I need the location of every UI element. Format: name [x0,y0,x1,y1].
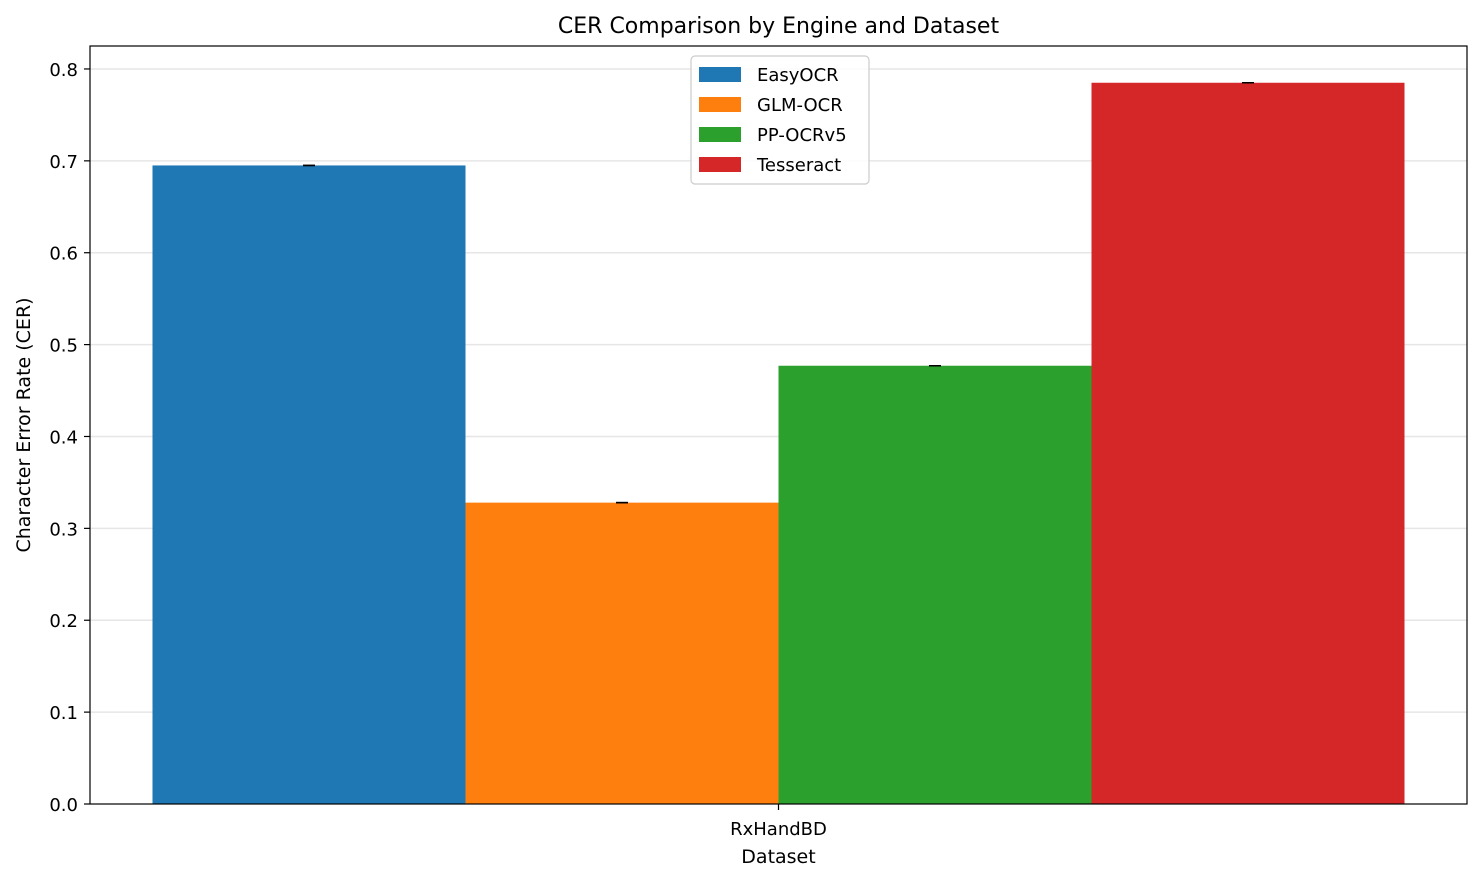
legend-label-glm-ocr: GLM-OCR [757,95,843,116]
y-tick-label: 0.2 [49,611,78,632]
legend-label-easyocr: EasyOCR [757,65,839,86]
y-tick-label: 0.1 [49,703,78,724]
legend-swatch-tesseract [699,157,741,172]
bars [152,82,1405,804]
y-tick-label: 0.5 [49,336,78,357]
bar-glm-ocr [465,502,779,804]
legend-swatch-pp-ocrv5 [699,127,741,142]
legend: EasyOCR GLM-OCR PP-OCRv5 Tesseract [690,55,870,185]
legend-box [690,55,870,185]
chart-title: CER Comparison by Engine and Dataset [558,14,1000,39]
legend-label-pp-ocrv5: PP-OCRv5 [757,125,847,146]
error-bars [303,82,1254,504]
bar-pp-ocrv5 [778,365,1092,804]
bar-easyocr [152,165,466,804]
y-tick-label: 0.3 [49,519,78,540]
y-tick-label: 0.7 [49,152,78,173]
x-axis-label: Dataset [741,846,815,868]
y-tick-label: 0.8 [49,60,78,81]
y-axis-label: Character Error Rate (CER) [13,297,35,552]
legend-label-tesseract: Tesseract [756,155,841,176]
legend-swatch-easyocr [699,67,741,82]
x-tick-label: RxHandBD [730,819,827,840]
y-tick-label: 0.4 [49,427,78,448]
legend-swatch-glm-ocr [699,97,741,112]
y-tick-label: 0.0 [49,795,78,816]
x-axis: RxHandBD [730,804,827,840]
bar-tesseract [1091,82,1405,804]
y-tick-label: 0.6 [49,244,78,265]
y-axis: 0.0 0.1 0.2 0.3 0.4 0.5 0.6 0.7 0.8 [49,60,90,816]
